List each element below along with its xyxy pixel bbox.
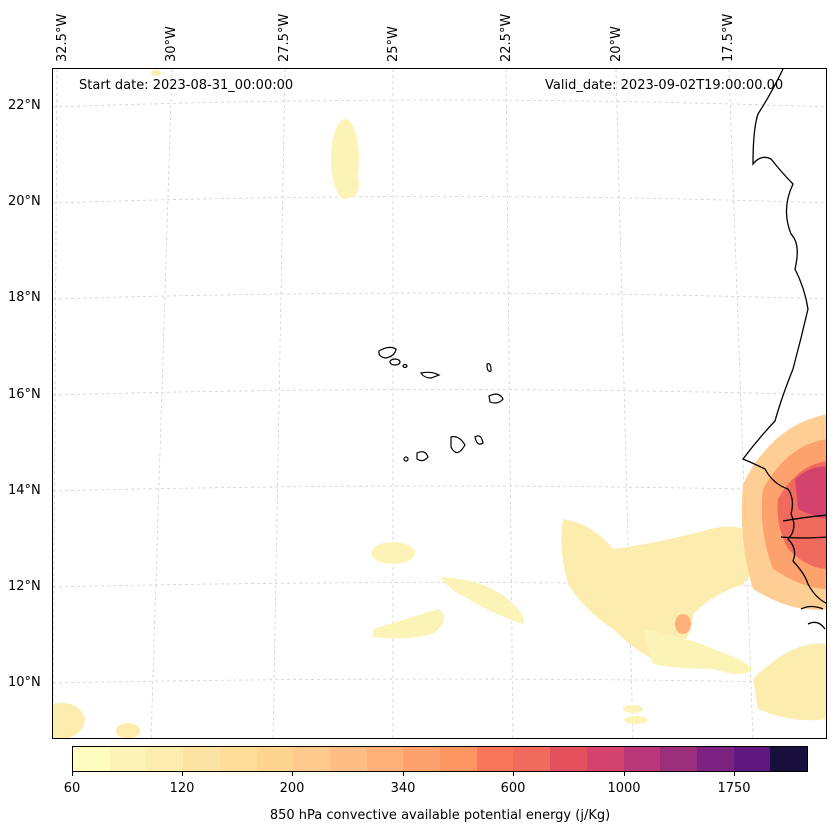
cape-band-main [561,519,755,659]
lon-label-27-5w: 27.5°W [277,13,292,62]
colorbar-cell-16 [660,747,697,771]
lon-label-32-5w: 32.5°W [55,13,70,62]
colorbar-tick-340: 340 [390,781,416,796]
colorbar-cell-5 [256,747,294,771]
lon-label-30w: 30°W [164,26,179,62]
colorbar [72,746,808,772]
cape-nw-dot [151,70,161,76]
colorbar-tick-600: 600 [500,781,526,796]
cape-contours [53,70,826,738]
cape-blob-west-2 [441,577,524,624]
colorbar-title: 850 hPa convective available potential e… [269,808,611,823]
colorbar-cell-19 [770,747,808,771]
colorbar-cell-3 [183,747,220,771]
cape-blob-north-2 [343,170,359,198]
map-panel[interactable] [52,68,827,739]
colorbar-cell-0 [73,747,110,771]
cape-small-2 [624,716,648,724]
lat-label-16n: 16°N [8,387,41,402]
cape-small-1 [623,705,643,713]
cape-verde-islands [378,346,504,462]
colorbar-cell-11 [476,747,514,771]
lon-label-25w: 25°W [386,26,401,62]
colorbar-cell-14 [586,747,624,771]
colorbar-tick-60: 60 [63,781,81,796]
colorbar-cell-13 [550,747,587,771]
gridlines [53,69,826,738]
colorbar-cell-2 [146,747,184,771]
colorbar-cell-8 [366,747,404,771]
colorbar-cell-1 [109,747,147,771]
colorbar-tick-1750: 1750 [717,781,751,796]
island-maio [474,435,484,445]
lat-label-22n: 22°N [8,98,41,113]
colorbar-tick-1000: 1000 [607,781,641,796]
colorbar-cell-7 [329,747,367,771]
bissau-islands [800,605,826,630]
colorbar-cell-12 [513,747,551,771]
africa-coastline [741,69,826,604]
island-boa-vista [488,393,504,404]
lat-label-12n: 12°N [8,579,41,594]
colorbar-tick-200: 200 [279,781,305,796]
map-canvas [53,69,826,738]
island-brava [403,456,409,462]
casamance [780,536,826,539]
lon-label-22-5w: 22.5°W [499,13,514,62]
cape-sw-corner [53,703,85,738]
cape-hotspot [675,614,691,634]
island-fogo [416,451,429,462]
island-sao-vicente [389,358,401,366]
island-sal [486,363,492,372]
cape-band-lower [643,629,753,674]
lat-label-14n: 14°N [8,483,41,498]
colorbar-cell-10 [440,747,477,771]
colorbar-tick-120: 120 [169,781,195,796]
lon-label-20w: 20°W [609,26,624,62]
lat-label-10n: 10°N [8,675,41,690]
island-santo-antao [378,346,397,359]
cape-east-core [795,466,826,519]
colorbar-cell-9 [403,747,441,771]
colorbar-cell-15 [623,747,661,771]
colorbar-cell-17 [696,747,734,771]
gambia-river [782,514,826,522]
cape-blob-west-1 [371,542,415,564]
cape-east-south [753,643,826,721]
start-date-label: Start date: 2023-08-31_00:00:00 [79,78,294,93]
lon-label-17-5w: 17.5°W [721,13,736,62]
lat-label-20n: 20°N [8,194,41,209]
colorbar-cell-18 [733,747,771,771]
island-santa-luzia [402,363,408,369]
colorbar-cell-6 [293,747,330,771]
coastlines [741,69,826,630]
valid-date-label: Valid_date: 2023-09-02T19:00:00.00 [545,78,784,93]
lat-label-18n: 18°N [8,290,41,305]
cape-blob-west-3 [373,609,445,639]
cape-sw-2 [116,723,140,738]
colorbar-cell-4 [219,747,257,771]
island-santiago [450,436,466,454]
island-sao-nicolau [420,371,441,379]
